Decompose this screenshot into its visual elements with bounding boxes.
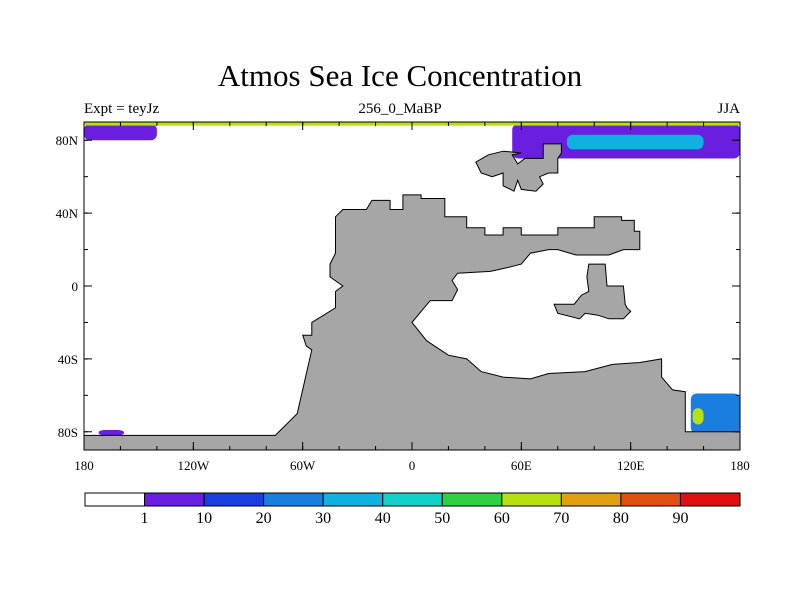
colorbar-label: 50 xyxy=(434,510,450,527)
y-tick-label: 40N xyxy=(56,206,79,221)
colorbar-swatch xyxy=(560,492,622,507)
colorbar-label: 70 xyxy=(553,510,569,527)
colorbar-swatch xyxy=(322,492,384,507)
colorbar-label: 90 xyxy=(672,510,688,527)
x-tick-label: 180 xyxy=(730,458,750,473)
land-east-island xyxy=(553,263,632,320)
chart-title: Atmos Sea Ice Concentration xyxy=(217,58,583,93)
colorbar-swatch xyxy=(84,492,146,507)
colorbar-label: 20 xyxy=(256,510,272,527)
y-tick-label: 40S xyxy=(58,352,78,367)
colorbar-label: 80 xyxy=(613,510,629,527)
land-north-cap xyxy=(475,143,562,192)
x-tick-label: 120W xyxy=(177,458,210,473)
y-tick-label: 0 xyxy=(72,279,79,294)
colorbar-label: 10 xyxy=(196,510,212,527)
x-tick-label: 120E xyxy=(617,458,645,473)
ice-region-arctic-east-core xyxy=(566,134,704,150)
x-tick-label: 0 xyxy=(409,458,416,473)
x-tick-label: 60E xyxy=(511,458,532,473)
colorbar-label: 60 xyxy=(494,510,510,527)
colorbar-swatch xyxy=(263,492,324,507)
x-tick-label: 180 xyxy=(74,458,94,473)
colorbar-swatch xyxy=(382,492,443,507)
x-tick-label: 60W xyxy=(290,458,316,473)
colorbar-swatch xyxy=(203,492,265,507)
colorbar-swatch xyxy=(620,492,681,507)
colorbar-swatch xyxy=(679,492,741,507)
chart-subtitle-center: 256_0_MaBP xyxy=(358,101,442,117)
colorbar-label: 1 xyxy=(141,510,149,527)
ice-region-arctic-west xyxy=(84,123,157,141)
colorbar-label: 40 xyxy=(375,510,391,527)
ice-region-east-antarctic-core xyxy=(692,408,704,425)
chart-subtitle-left: Expt = teyJz xyxy=(84,101,160,117)
ice-region-ross-tip xyxy=(98,429,125,436)
y-tick-label: 80N xyxy=(56,133,79,148)
colorbar-swatch xyxy=(144,492,205,507)
colorbar-label: 30 xyxy=(315,510,331,527)
ice-region-east-antarctic xyxy=(690,393,740,434)
chart-subtitle-right: JJA xyxy=(717,101,740,117)
land-pangea-main xyxy=(84,194,740,450)
y-tick-label: 80S xyxy=(58,425,78,440)
colorbar-swatch xyxy=(441,492,503,507)
colorbar-swatch xyxy=(501,492,562,507)
